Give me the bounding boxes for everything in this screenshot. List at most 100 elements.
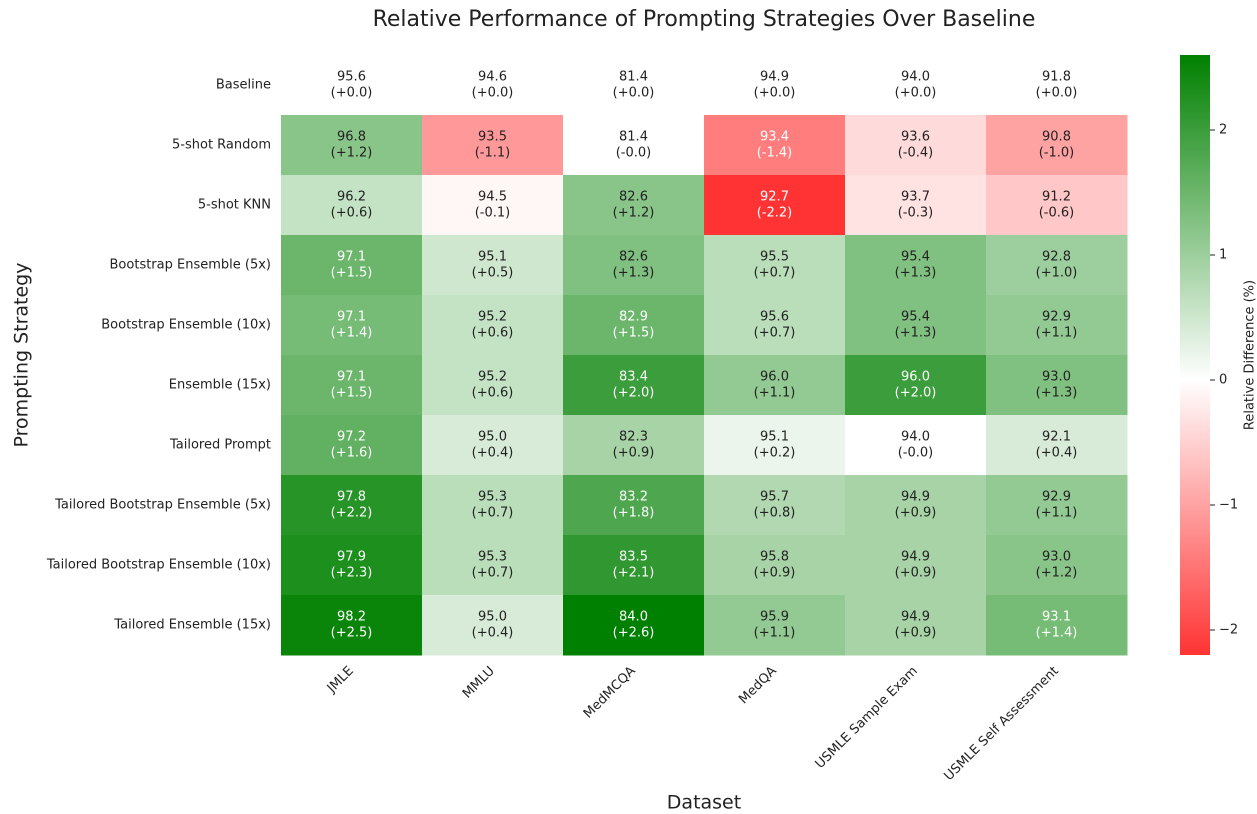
heatmap-cell <box>845 295 987 356</box>
cell-diff: (+1.3) <box>895 266 937 281</box>
cell-diff: (+2.1) <box>613 566 655 581</box>
cell-diff: (+1.2) <box>613 206 655 221</box>
cell-diff: (+0.0) <box>472 86 514 101</box>
cell-value: 95.9 <box>760 610 789 625</box>
x-tick-label: USMLE Self Assessment <box>942 664 1062 784</box>
y-axis-label: Prompting Strategy <box>11 263 33 448</box>
cell-diff: (+0.9) <box>895 506 937 521</box>
heatmap-cell <box>422 175 564 236</box>
colorbar-tick-label: 0 <box>1219 373 1227 388</box>
y-tick-label: Tailored Bootstrap Ensemble (10x) <box>46 558 271 573</box>
y-tick-label: Tailored Ensemble (15x) <box>113 618 271 633</box>
cell-value: 97.8 <box>337 490 366 505</box>
cell-diff: (+1.1) <box>754 626 796 641</box>
heatmap-cell <box>422 595 564 656</box>
cell-diff: (+2.5) <box>331 626 373 641</box>
heatmap-cell <box>422 55 564 116</box>
cell-diff: (+0.9) <box>895 566 937 581</box>
cell-diff: (+0.7) <box>754 266 796 281</box>
y-tick-label: 5-shot KNN <box>198 198 271 213</box>
cell-diff: (+0.7) <box>472 566 514 581</box>
cell-diff: (+0.9) <box>895 626 937 641</box>
cell-diff: (+0.5) <box>472 266 514 281</box>
cell-diff: (-0.0) <box>616 146 652 161</box>
heatmap-cell <box>845 355 987 416</box>
heatmap-cell <box>563 415 705 476</box>
heatmap-cell <box>986 415 1128 476</box>
heatmap-cell <box>845 475 987 536</box>
cell-value: 94.5 <box>478 190 507 205</box>
heatmap-cell <box>986 475 1128 536</box>
x-axis-label: Dataset <box>667 792 741 814</box>
cell-diff: (-0.6) <box>1039 206 1075 221</box>
colorbar-label: Relative Difference (%) <box>1243 280 1257 430</box>
x-tick-label: USMLE Sample Exam <box>813 664 921 772</box>
cell-diff: (+0.4) <box>1036 446 1078 461</box>
heatmap-cell <box>281 115 423 176</box>
cell-value: 83.4 <box>619 370 648 385</box>
heatmap-cell <box>845 55 987 116</box>
cell-diff: (+0.9) <box>754 566 796 581</box>
heatmap-cell <box>563 175 705 236</box>
heatmap-cell <box>704 475 846 536</box>
cell-value: 96.2 <box>337 190 366 205</box>
colorbar-tick-label: 1 <box>1219 248 1227 263</box>
cell-diff: (-0.3) <box>898 206 934 221</box>
cell-value: 98.2 <box>337 610 366 625</box>
cell-diff: (+1.2) <box>1036 566 1078 581</box>
cell-value: 92.1 <box>1042 430 1071 445</box>
cell-value: 93.0 <box>1042 550 1071 565</box>
cell-diff: (+1.5) <box>331 386 373 401</box>
cell-diff: (+1.1) <box>1036 506 1078 521</box>
heatmap-cell <box>422 535 564 596</box>
y-tick-label: Tailored Prompt <box>169 438 271 453</box>
cell-diff: (+0.9) <box>613 446 655 461</box>
cell-diff: (-0.1) <box>475 206 511 221</box>
cell-diff: (+2.3) <box>331 566 373 581</box>
cell-diff: (+0.6) <box>331 206 373 221</box>
heatmap-cell <box>281 55 423 116</box>
heatmap-cell <box>563 55 705 116</box>
cell-value: 95.4 <box>901 250 930 265</box>
y-tick-label: Ensemble (15x) <box>169 378 271 393</box>
cell-value: 93.0 <box>1042 370 1071 385</box>
heatmap-cell <box>704 175 846 236</box>
cell-value: 82.6 <box>619 190 648 205</box>
cell-value: 82.3 <box>619 430 648 445</box>
cell-value: 92.7 <box>760 190 789 205</box>
cell-value: 97.9 <box>337 550 366 565</box>
heatmap-cell <box>422 355 564 416</box>
cell-diff: (+1.4) <box>1036 626 1078 641</box>
y-tick-label: 5-shot Random <box>172 138 271 153</box>
heatmap-cell <box>986 535 1128 596</box>
heatmap-cell <box>845 415 987 476</box>
heatmap-cell <box>704 535 846 596</box>
cell-value: 81.4 <box>619 130 648 145</box>
heatmap-cell <box>563 535 705 596</box>
colorbar-tick-label: −1 <box>1219 498 1238 513</box>
cell-value: 94.0 <box>901 70 930 85</box>
heatmap-cell <box>281 595 423 656</box>
cell-diff: (+2.2) <box>331 506 373 521</box>
heatmap-cell <box>281 535 423 596</box>
cell-value: 95.2 <box>478 310 507 325</box>
cell-diff: (+0.0) <box>754 86 796 101</box>
heatmap-cell <box>986 595 1128 656</box>
heatmap-cell <box>422 235 564 296</box>
cell-value: 97.2 <box>337 430 366 445</box>
heatmap-cell <box>704 115 846 176</box>
heatmap-cell <box>704 355 846 416</box>
cell-value: 97.1 <box>337 250 366 265</box>
cell-diff: (-0.4) <box>898 146 934 161</box>
heatmap-cell <box>704 235 846 296</box>
x-tick-label: MMLU <box>460 664 498 702</box>
cell-value: 90.8 <box>1042 130 1071 145</box>
heatmap-cell <box>563 235 705 296</box>
cell-value: 92.9 <box>1042 310 1071 325</box>
cell-value: 83.2 <box>619 490 648 505</box>
cell-value: 95.6 <box>760 310 789 325</box>
cell-diff: (+1.1) <box>1036 326 1078 341</box>
heatmap-cell <box>986 295 1128 356</box>
heatmap-cell <box>281 175 423 236</box>
